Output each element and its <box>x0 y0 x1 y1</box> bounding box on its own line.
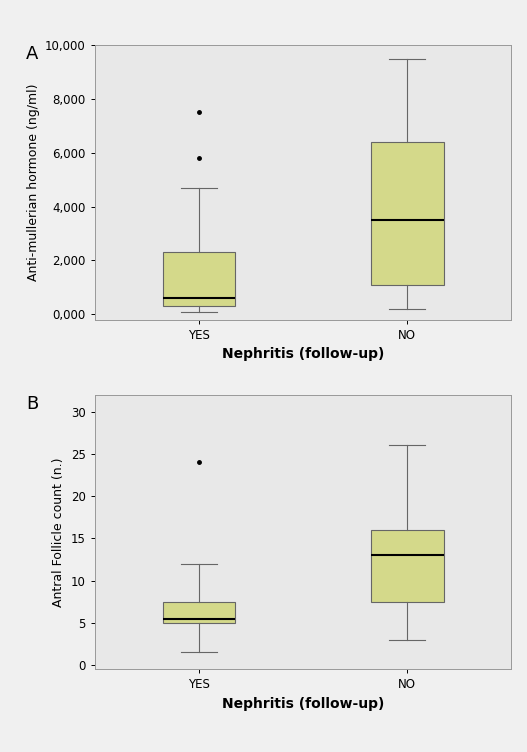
Text: A: A <box>26 45 38 63</box>
Y-axis label: Antral Follicle count (n.): Antral Follicle count (n.) <box>52 457 65 607</box>
X-axis label: Nephritis (follow-up): Nephritis (follow-up) <box>222 347 384 361</box>
Text: B: B <box>26 395 38 413</box>
PathPatch shape <box>370 530 444 602</box>
PathPatch shape <box>162 602 236 623</box>
PathPatch shape <box>162 253 236 306</box>
X-axis label: Nephritis (follow-up): Nephritis (follow-up) <box>222 697 384 711</box>
PathPatch shape <box>370 142 444 284</box>
Y-axis label: Anti-mullerian hormone (ng/ml): Anti-mullerian hormone (ng/ml) <box>26 83 40 281</box>
